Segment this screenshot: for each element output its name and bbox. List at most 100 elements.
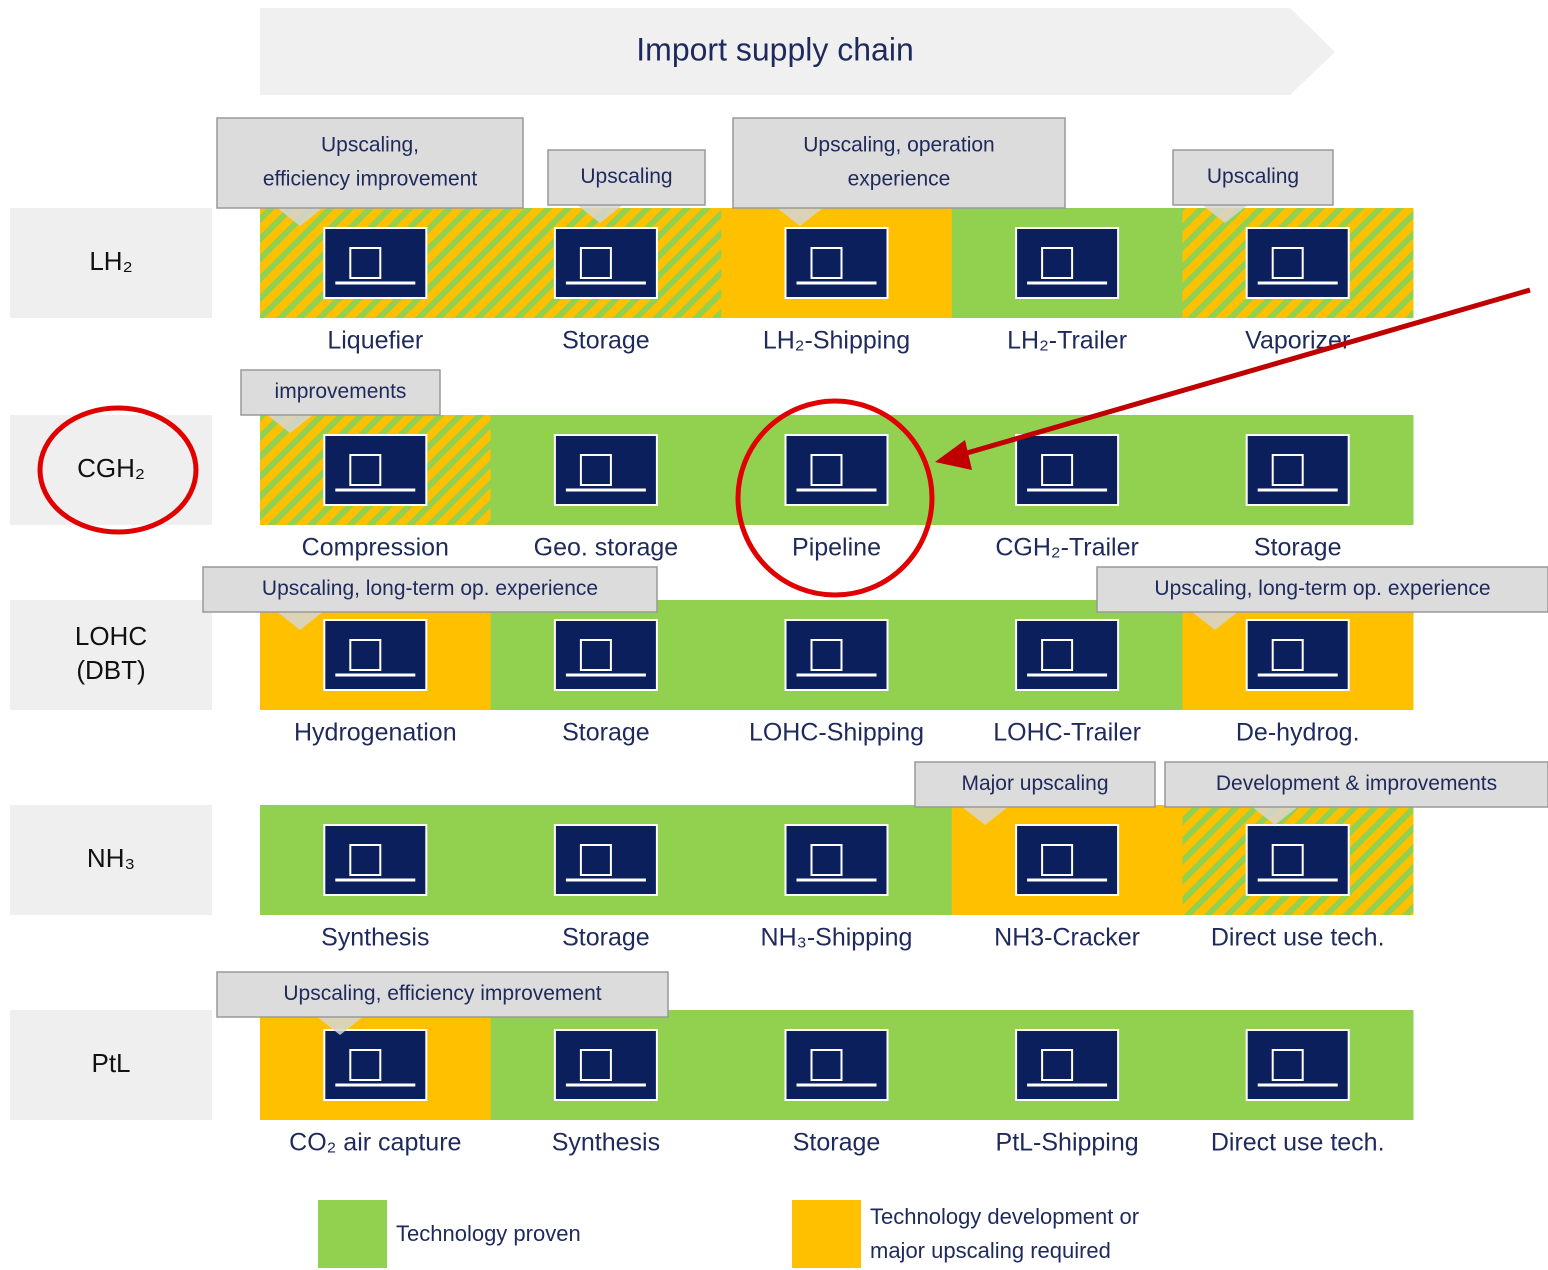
cell-label: Direct use tech. <box>1211 924 1385 952</box>
row-label: PtL <box>91 1048 130 1078</box>
legend-swatch <box>318 1200 387 1268</box>
callout-box <box>732 117 1066 209</box>
icon <box>323 824 428 896</box>
icon-detail <box>1041 247 1074 279</box>
cell-label: Storage <box>562 327 650 355</box>
icon-detail <box>810 1049 843 1081</box>
cell-label: Compression <box>302 534 449 562</box>
icon <box>553 619 658 691</box>
icon <box>1015 619 1120 691</box>
icon-detail <box>810 844 843 876</box>
icon-detail <box>579 454 612 486</box>
icon <box>1245 434 1350 506</box>
icon <box>784 1029 889 1101</box>
arrow-head <box>935 440 972 470</box>
icon <box>1015 824 1120 896</box>
callout-text: Upscaling, long-term op. experience <box>262 577 598 600</box>
icon <box>1245 619 1350 691</box>
callout-pointer <box>776 207 824 226</box>
callout-box <box>216 971 669 1018</box>
icon <box>784 434 889 506</box>
icon <box>1015 1029 1120 1101</box>
row-label-box <box>10 600 212 710</box>
icon <box>1245 1029 1350 1101</box>
cell-label: NH₃-Shipping <box>761 924 913 952</box>
callout-pointer <box>1251 806 1299 825</box>
callout-pointer <box>961 806 1009 825</box>
icon-detail <box>349 1049 382 1081</box>
cell-label: Storage <box>1254 534 1342 562</box>
legend-text: Technology development or <box>870 1204 1139 1229</box>
icon-detail <box>1041 844 1074 876</box>
callout-text: Upscaling <box>580 165 672 188</box>
highlight-circle <box>735 398 935 598</box>
icon <box>553 227 658 299</box>
cell-label: Liquefier <box>327 327 423 355</box>
icon <box>553 434 658 506</box>
legend-text: Technology proven <box>396 1221 581 1246</box>
icon-detail <box>349 454 382 486</box>
icon-detail <box>810 639 843 671</box>
cell-label: LOHC-Shipping <box>749 719 924 747</box>
callout-pointer <box>1201 204 1249 223</box>
icon-detail <box>349 844 382 876</box>
cell-label: PtL-Shipping <box>996 1129 1139 1157</box>
callout-text: Upscaling, <box>321 134 419 157</box>
icon <box>1245 227 1350 299</box>
icon <box>784 619 889 691</box>
row-label: LH₂ <box>89 246 132 276</box>
row-label-box <box>10 208 212 318</box>
icon-detail <box>1271 844 1304 876</box>
icon-detail <box>579 639 612 671</box>
cell-label: Storage <box>562 719 650 747</box>
icon <box>323 227 428 299</box>
callout-pointer <box>276 611 324 630</box>
callout-pointer <box>576 204 624 223</box>
callout-text: Upscaling, efficiency improvement <box>283 982 601 1005</box>
cell-label: LH₂-Trailer <box>1007 327 1127 355</box>
highlight-circle <box>37 405 199 535</box>
callout-text: Upscaling, long-term op. experience <box>1154 577 1490 600</box>
row-label: (DBT) <box>76 655 145 685</box>
callout-text: improvements <box>275 380 407 403</box>
icon-detail <box>349 639 382 671</box>
callout-text: Development & improvements <box>1216 772 1497 795</box>
cell-label: Hydrogenation <box>294 719 457 747</box>
icon <box>1015 227 1120 299</box>
cell-label: LOHC-Trailer <box>993 719 1141 747</box>
icon-detail <box>349 247 382 279</box>
legend-text: major upscaling required <box>870 1238 1111 1263</box>
cell-label: Direct use tech. <box>1211 1129 1385 1157</box>
icon <box>553 824 658 896</box>
icon-detail <box>579 844 612 876</box>
icon <box>784 227 889 299</box>
header-arrow <box>260 8 1335 95</box>
row-label: CGH₂ <box>77 453 145 483</box>
icon-detail <box>1041 454 1074 486</box>
icon-detail <box>1271 247 1304 279</box>
callout-box <box>240 369 441 416</box>
callout-pointer <box>1191 611 1239 630</box>
icon-detail <box>1041 639 1074 671</box>
row-label: LOHC <box>75 621 147 651</box>
cell-label: Vaporizer <box>1245 327 1350 355</box>
icon <box>1245 824 1350 896</box>
icon <box>323 619 428 691</box>
callout-text: experience <box>848 168 951 191</box>
callout-text: efficiency improvement <box>263 168 478 191</box>
icon-detail <box>1271 1049 1304 1081</box>
icon <box>553 1029 658 1101</box>
cell-label: Storage <box>793 1129 881 1157</box>
icon-detail <box>810 247 843 279</box>
icon-detail <box>1041 1049 1074 1081</box>
legend-swatch <box>792 1200 861 1268</box>
icon-detail <box>579 247 612 279</box>
icon-detail <box>1271 639 1304 671</box>
cell-label: LH₂-Shipping <box>763 327 910 355</box>
icon-detail <box>810 454 843 486</box>
callout-box <box>1096 566 1548 613</box>
callout-pointer <box>266 414 314 433</box>
icon <box>323 434 428 506</box>
icon <box>1015 434 1120 506</box>
